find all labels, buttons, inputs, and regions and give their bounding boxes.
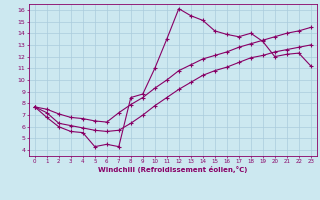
X-axis label: Windchill (Refroidissement éolien,°C): Windchill (Refroidissement éolien,°C)	[98, 166, 247, 173]
